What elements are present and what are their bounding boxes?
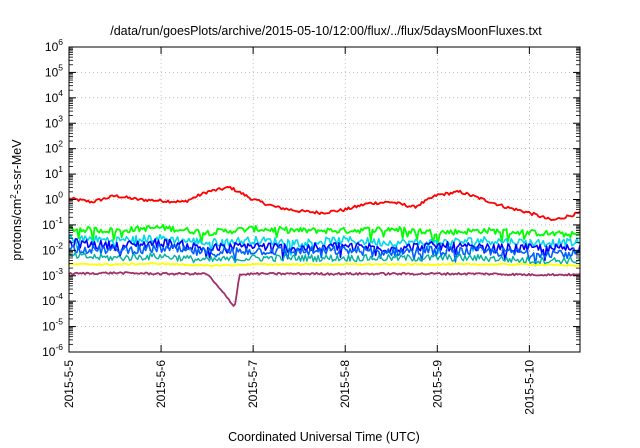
series-line-green xyxy=(69,223,580,246)
y-tick-label: 101 xyxy=(45,164,63,181)
x-tick-label: 2015-5-8 xyxy=(338,360,352,408)
x-axis-label: Coordinated Universal Time (UTC) xyxy=(228,430,420,444)
y-tick-label: 104 xyxy=(45,88,63,105)
x-tick-label: 2015-5-5 xyxy=(62,360,76,408)
y-tick-label: 10-5 xyxy=(42,317,63,334)
chart-title: /data/run/goesPlots/archive/2015-05-10/1… xyxy=(110,24,542,38)
series-line-teal xyxy=(69,252,580,265)
y-tick-label: 10-2 xyxy=(42,240,63,257)
series-line-red xyxy=(69,185,580,222)
y-tick-label: 102 xyxy=(45,139,63,156)
y-tick-label: 103 xyxy=(45,113,63,130)
y-axis-label-rest: -s-sr-MeV xyxy=(10,139,24,195)
y-tick-label: 10-6 xyxy=(42,342,63,359)
series-line-blue2 xyxy=(69,243,580,267)
y-tick-label: 105 xyxy=(45,62,63,79)
x-tick-label: 2015-5-6 xyxy=(154,360,168,408)
x-tick-label: 2015-5-10 xyxy=(522,360,536,415)
y-tick-label: 106 xyxy=(45,37,63,54)
y-tick-label: 10-1 xyxy=(42,215,63,232)
x-axis: 2015-5-5 2015-5-6 2015-5-7 2015-5-8 2015-5-9… xyxy=(62,47,536,415)
x-tick-label: 2015-5-7 xyxy=(246,360,260,408)
series-layer xyxy=(69,185,580,307)
series-line-purple xyxy=(69,271,580,307)
y-axis: 10-6 10-5 10-4 10-3 10-2 10-1 100 101 102 103 104 1… xyxy=(42,37,580,359)
y-tick-label: 100 xyxy=(45,190,63,207)
series-line-yellow xyxy=(69,262,580,268)
y-axis-label: protons/cm2-s-sr-MeV xyxy=(9,139,24,261)
y-axis-label-main: protons/cm xyxy=(10,199,24,261)
y-axis-label-sup: 2 xyxy=(9,194,18,199)
x-tick-label: 2015-5-9 xyxy=(430,360,444,408)
y-tick-label: 10-3 xyxy=(42,266,63,283)
y-tick-label: 10-4 xyxy=(42,291,63,308)
